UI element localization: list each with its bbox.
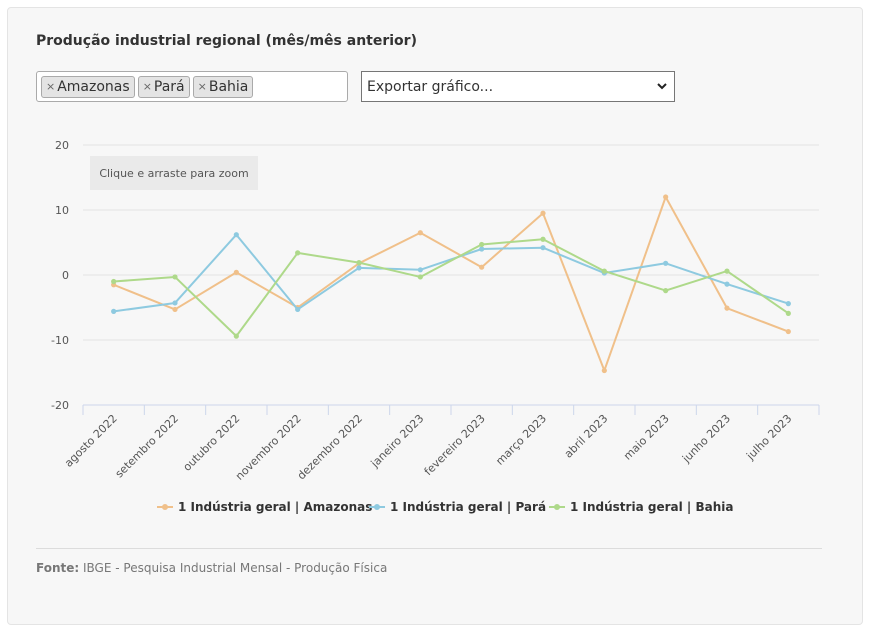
data-point[interactable] (601, 367, 607, 374)
data-point[interactable] (356, 265, 362, 271)
data-point[interactable] (295, 306, 301, 313)
region-multiselect[interactable]: × Amazonas × Pará × Bahia (36, 71, 348, 102)
data-point[interactable] (724, 281, 730, 287)
data-point[interactable] (479, 241, 485, 248)
y-tick-label: 10 (55, 204, 69, 217)
x-tick-label: janeiro 2023 (368, 412, 427, 471)
x-tick-label: abril 2023 (562, 412, 611, 461)
tag-label: Pará (153, 78, 185, 95)
footer-divider (36, 548, 822, 549)
legend-item[interactable]: 1 Indústria geral | Pará (390, 500, 546, 514)
remove-tag-icon[interactable]: × (142, 80, 152, 93)
data-point[interactable] (601, 268, 607, 274)
y-tick-label: 0 (62, 269, 69, 282)
x-tick-label: fevereiro 2023 (422, 412, 488, 478)
tag-amazonas: × Amazonas (41, 75, 135, 98)
legend-marker (554, 504, 560, 510)
legend-item[interactable]: 1 Indústria geral | Bahia (570, 500, 733, 514)
export-select-value: Exportar gráfico... (367, 78, 494, 95)
data-point[interactable] (111, 278, 117, 285)
legend-marker (374, 504, 380, 510)
legend-item[interactable]: 1 Indústria geral | Amazonas (178, 500, 372, 514)
data-point[interactable] (233, 269, 239, 275)
x-tick-label: maio 2023 (621, 412, 672, 463)
data-point[interactable] (172, 300, 178, 306)
series-line[interactable] (113, 196, 789, 372)
data-point[interactable] (233, 232, 239, 238)
remove-tag-icon[interactable]: × (197, 80, 207, 93)
chevron-down-icon (657, 83, 667, 90)
x-tick-label: novembro 2022 (233, 412, 304, 483)
data-point[interactable] (785, 328, 791, 335)
y-tick-label: 20 (55, 139, 69, 152)
data-point[interactable] (724, 305, 730, 311)
data-point[interactable] (479, 264, 485, 270)
data-point[interactable] (295, 250, 301, 256)
x-tick-label: agosto 2022 (62, 412, 120, 470)
export-chart-select[interactable]: Exportar gráfico... (361, 71, 675, 102)
data-point[interactable] (785, 310, 791, 316)
zoom-hint-text: Clique e arraste para zoom (99, 167, 248, 180)
data-point[interactable] (663, 260, 669, 266)
zoom-hint: Clique e arraste para zoom (90, 156, 258, 190)
data-point[interactable] (540, 236, 546, 242)
tag-label: Bahia (208, 78, 249, 95)
series-line[interactable] (113, 233, 789, 313)
series-line[interactable] (113, 238, 789, 338)
remove-tag-icon[interactable]: × (46, 80, 56, 93)
data-point[interactable] (417, 267, 423, 273)
y-tick-label: -10 (51, 334, 69, 347)
chart-title: Produção industrial regional (mês/mês an… (36, 33, 417, 49)
source-label: Fonte: (36, 561, 80, 575)
tag-bahia: × Bahia (192, 75, 254, 98)
data-point[interactable] (540, 210, 546, 216)
data-point[interactable] (724, 268, 730, 274)
tag-para: × Pará (137, 75, 190, 98)
data-point[interactable] (785, 301, 791, 307)
x-tick-label: dezembro 2022 (295, 412, 365, 482)
x-tick-label: outubro 2022 (181, 412, 243, 474)
source-text: IBGE - Pesquisa Industrial Mensal - Prod… (83, 561, 388, 575)
data-point[interactable] (172, 274, 178, 280)
data-point[interactable] (172, 306, 178, 313)
x-tick-label: junho 2023 (679, 412, 733, 466)
tag-label: Amazonas (57, 78, 130, 95)
data-point[interactable] (417, 274, 423, 280)
x-tick-label: março 2023 (493, 412, 549, 468)
y-tick-label: -20 (51, 399, 69, 412)
legend-marker (162, 504, 168, 510)
data-point[interactable] (111, 308, 117, 314)
data-point[interactable] (356, 260, 362, 266)
data-point[interactable] (417, 230, 423, 236)
data-point[interactable] (233, 333, 239, 339)
data-point[interactable] (540, 245, 546, 251)
data-point[interactable] (479, 246, 485, 252)
source-note: Fonte: IBGE - Pesquisa Industrial Mensal… (36, 561, 387, 575)
x-tick-label: julho 2023 (743, 412, 794, 463)
chart-card (7, 7, 863, 625)
data-point[interactable] (663, 194, 669, 200)
data-point[interactable] (663, 288, 669, 294)
x-tick-label: setembro 2022 (113, 412, 181, 480)
